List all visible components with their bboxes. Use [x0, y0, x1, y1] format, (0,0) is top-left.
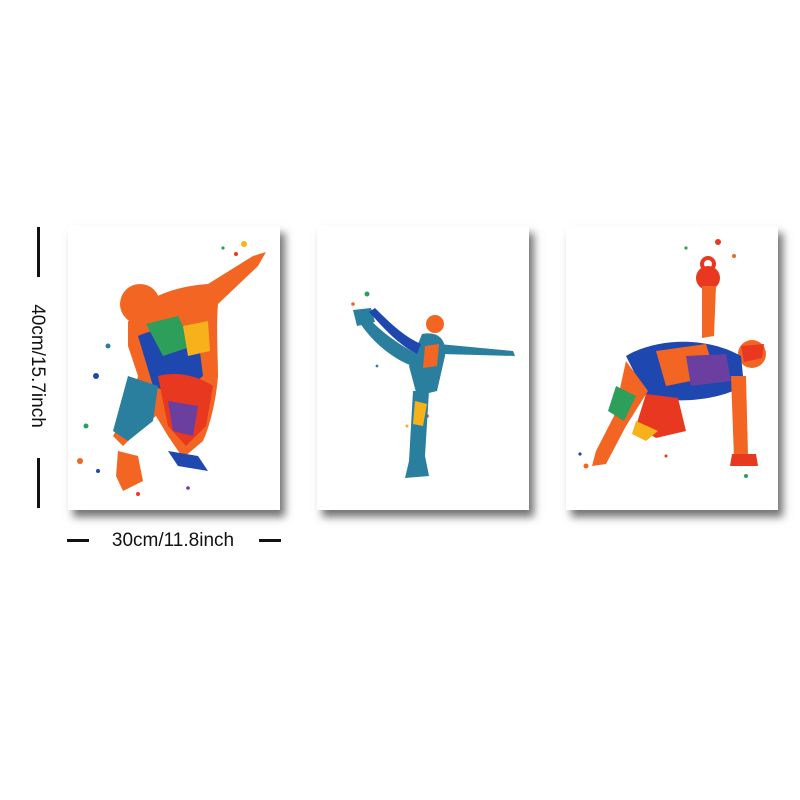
- width-dimension-line-left: [67, 539, 89, 542]
- height-dimension-line-bottom: [37, 458, 40, 508]
- canvas-panel-1: [68, 226, 280, 510]
- width-dimension-label: 30cm/11.8inch: [111, 530, 235, 551]
- kettlebell-workout-artwork: [578, 239, 766, 478]
- yoga-dancer-figure: [353, 308, 515, 478]
- canvas-panel-2: [317, 226, 529, 510]
- canvas-panel-3: [566, 226, 778, 510]
- jumping-player-artwork: [77, 241, 266, 496]
- jumping-player-figure: [113, 252, 266, 491]
- yoga-dancer-artwork: [351, 291, 515, 478]
- paint-splatter: [578, 239, 748, 478]
- kettlebell-workout-figure: [592, 256, 766, 466]
- height-dimension-label: 40cm/15.7inch: [27, 304, 48, 428]
- width-dimension-line-right: [259, 539, 281, 542]
- height-dimension-line-top: [37, 227, 40, 277]
